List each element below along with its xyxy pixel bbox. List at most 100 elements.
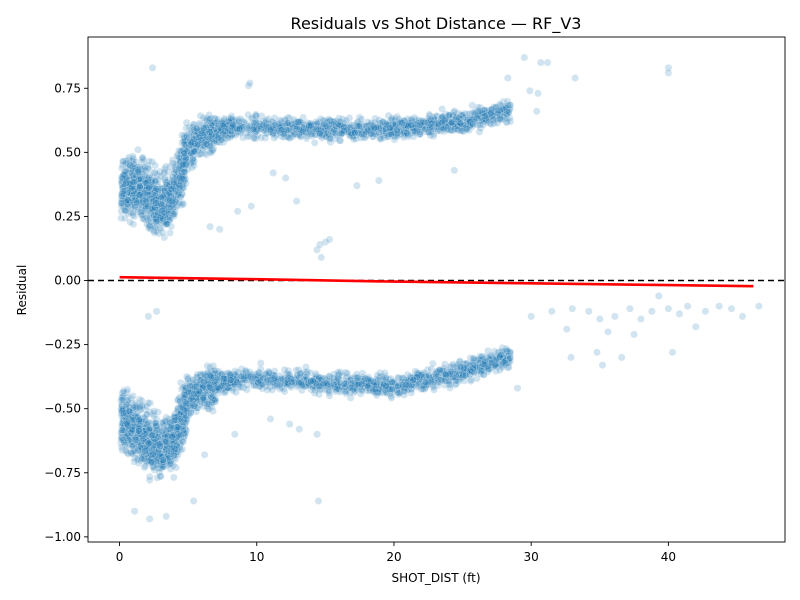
data-point (288, 120, 297, 129)
data-point (165, 212, 174, 221)
data-point (178, 159, 187, 168)
data-point (117, 173, 126, 182)
data-point (265, 125, 274, 134)
data-point (323, 117, 332, 125)
data-point (128, 180, 137, 188)
data-point (441, 114, 449, 122)
data-point (136, 200, 145, 209)
data-point (346, 125, 354, 133)
data-point (248, 114, 257, 122)
data-point (227, 119, 236, 127)
data-point (191, 138, 200, 146)
data-point (338, 129, 346, 138)
data-point (150, 407, 159, 415)
data-point (273, 129, 282, 138)
data-point (278, 125, 286, 134)
data-point (319, 129, 328, 138)
data-point (229, 117, 238, 126)
data-point (166, 215, 175, 224)
data-point (347, 124, 356, 133)
data-point (214, 121, 223, 130)
data-point (208, 118, 216, 127)
data-point (299, 121, 308, 130)
data-point (278, 121, 286, 129)
data-point (135, 180, 144, 189)
data-point (226, 126, 235, 134)
data-point (131, 194, 140, 202)
data-point (487, 112, 496, 121)
data-point (484, 110, 493, 119)
data-point (429, 359, 437, 368)
data-point (367, 120, 375, 129)
data-point (181, 155, 190, 164)
data-point (203, 135, 212, 143)
data-point (283, 120, 292, 129)
data-point (401, 126, 410, 134)
data-point (229, 121, 237, 130)
data-point (197, 135, 206, 144)
data-point (423, 118, 432, 127)
plot-background (88, 37, 785, 542)
data-point (448, 111, 457, 120)
data-point (220, 132, 228, 141)
data-point (190, 135, 198, 144)
data-point (173, 201, 182, 210)
data-point (210, 114, 219, 123)
data-point (439, 125, 448, 134)
data-point (140, 197, 149, 206)
data-point (153, 212, 162, 221)
data-point (415, 126, 423, 134)
data-point (120, 203, 129, 211)
data-point (504, 363, 513, 372)
data-point (126, 218, 135, 227)
data-point (422, 127, 430, 136)
data-point (135, 196, 143, 205)
data-point (438, 121, 447, 130)
data-point (155, 209, 163, 217)
data-point (210, 119, 218, 128)
data-point (178, 152, 187, 161)
data-point (416, 120, 425, 129)
data-point (154, 208, 162, 216)
data-point (346, 120, 355, 129)
data-point (175, 181, 184, 190)
data-point (463, 125, 472, 133)
data-point (202, 140, 211, 148)
data-point (236, 127, 244, 136)
data-point (191, 124, 200, 133)
data-point (244, 123, 253, 132)
data-point (202, 123, 210, 132)
data-point (281, 127, 290, 136)
data-point (152, 177, 160, 186)
data-point (469, 120, 477, 129)
data-point (209, 135, 218, 144)
data-point (396, 127, 405, 136)
data-point (178, 184, 187, 193)
data-point (476, 124, 485, 132)
data-point (502, 117, 511, 126)
data-point (414, 119, 423, 128)
data-point (283, 121, 292, 130)
data-point (178, 180, 187, 189)
data-point (411, 121, 419, 129)
data-point (493, 103, 501, 112)
data-point (382, 120, 391, 129)
data-point (157, 198, 165, 207)
data-point (182, 118, 191, 127)
data-point (388, 114, 396, 122)
data-point (123, 195, 132, 204)
data-point (152, 192, 160, 201)
data-point (119, 387, 128, 395)
data-point (438, 118, 447, 127)
data-point (276, 123, 285, 132)
data-point (190, 138, 199, 147)
data-point (145, 165, 154, 173)
data-point (188, 131, 197, 140)
data-point (368, 124, 377, 132)
data-point (121, 207, 129, 215)
data-point (311, 130, 319, 139)
data-point (220, 114, 229, 123)
data-point (403, 115, 412, 123)
data-point (168, 200, 177, 208)
data-point (166, 184, 175, 193)
